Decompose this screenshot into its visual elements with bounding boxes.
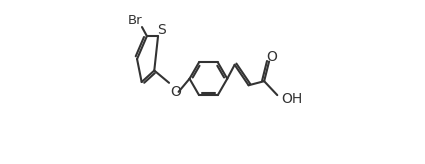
Text: Br: Br — [128, 14, 143, 27]
Text: OH: OH — [281, 92, 302, 106]
Text: S: S — [157, 22, 166, 37]
Text: O: O — [266, 50, 277, 64]
Text: O: O — [170, 85, 181, 99]
